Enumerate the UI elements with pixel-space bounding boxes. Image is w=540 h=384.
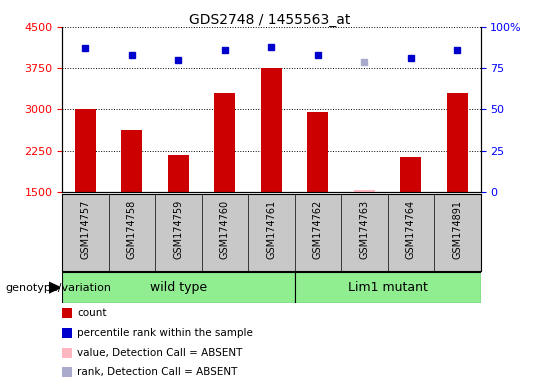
Bar (214, 93, 235, 192)
Text: GSM174763: GSM174763 (359, 200, 369, 259)
Text: value, Detection Call = ABSENT: value, Detection Call = ABSENT (77, 348, 242, 358)
Bar (75, 109, 96, 192)
Text: rank, Detection Call = ABSENT: rank, Detection Call = ABSENT (77, 367, 238, 377)
Text: GSM174761: GSM174761 (266, 200, 276, 259)
Text: genotype/variation: genotype/variation (5, 283, 111, 293)
Text: GSM174762: GSM174762 (313, 200, 323, 259)
Text: GSM174758: GSM174758 (127, 200, 137, 259)
Text: GSM174759: GSM174759 (173, 200, 184, 259)
Bar (295, 272, 481, 303)
Text: GSM174760: GSM174760 (220, 200, 230, 259)
Bar (168, 155, 189, 192)
Text: GSM174891: GSM174891 (453, 200, 462, 259)
Bar (261, 68, 282, 192)
Bar (447, 93, 468, 192)
Text: GDS2748 / 1455563_at: GDS2748 / 1455563_at (190, 13, 350, 27)
Bar (307, 112, 328, 192)
Text: GSM174764: GSM174764 (406, 200, 416, 259)
Text: count: count (77, 308, 107, 318)
Text: Lim1 mutant: Lim1 mutant (348, 281, 428, 294)
Bar (122, 130, 143, 192)
Bar (62, 272, 295, 303)
Bar (354, 190, 375, 192)
Text: wild type: wild type (150, 281, 207, 294)
Bar (400, 157, 421, 192)
Text: GSM174757: GSM174757 (80, 200, 90, 260)
Text: percentile rank within the sample: percentile rank within the sample (77, 328, 253, 338)
Polygon shape (49, 282, 60, 293)
